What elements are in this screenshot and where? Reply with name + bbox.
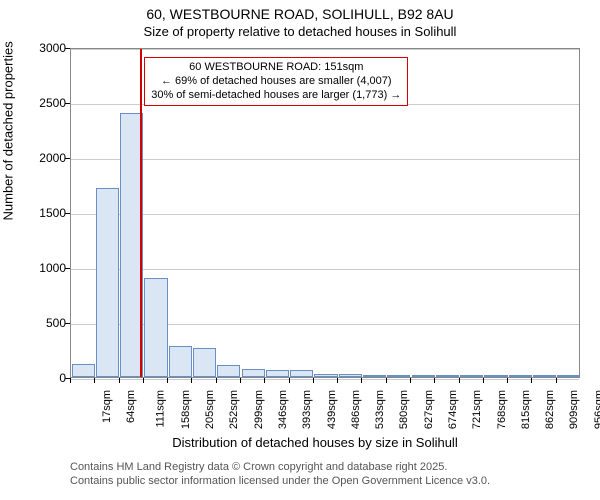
xtick-label: 956sqm: [593, 390, 600, 429]
histogram-bar: [290, 370, 313, 377]
histogram-bar: [193, 348, 216, 377]
footer-line-2: Contains public sector information licen…: [70, 474, 490, 488]
gridline: [71, 159, 579, 160]
histogram-bar: [436, 375, 459, 377]
title-line-2: Size of property relative to detached ho…: [0, 24, 600, 39]
histogram-bar: [412, 375, 435, 377]
xtick-label: 721sqm: [471, 390, 483, 429]
xtick-label: 862sqm: [544, 390, 556, 429]
ytick-label: 3000: [16, 41, 66, 55]
xtick-label: 439sqm: [326, 390, 338, 429]
footer-line-1: Contains HM Land Registry data © Crown c…: [70, 460, 490, 474]
xtick-label: 768sqm: [496, 390, 508, 429]
histogram-bar: [387, 375, 410, 377]
ytick-label: 500: [16, 316, 66, 330]
xtick-label: 158sqm: [180, 390, 192, 429]
histogram-bar: [484, 375, 507, 377]
annotation-line-2: ← 69% of detached houses are smaller (4,…: [151, 75, 401, 89]
xtick-label: 533sqm: [374, 390, 386, 429]
ytick-label: 1500: [16, 206, 66, 220]
xtick-label: 674sqm: [447, 390, 459, 429]
y-axis-label: Number of detached properties: [1, 41, 16, 220]
title-line-1: 60, WESTBOURNE ROAD, SOLIHULL, B92 8AU: [0, 6, 600, 22]
footer-attribution: Contains HM Land Registry data © Crown c…: [70, 460, 490, 489]
histogram-bar: [169, 346, 192, 377]
ytick-label: 2500: [16, 96, 66, 110]
ytick-label: 2000: [16, 151, 66, 165]
xtick-label: 627sqm: [423, 390, 435, 429]
histogram-bar: [242, 369, 265, 377]
xtick-label: 252sqm: [229, 390, 241, 429]
annotation-line-3: 30% of semi-detached houses are larger (…: [151, 89, 401, 103]
plot-area: 60 WESTBOURNE ROAD: 151sqm← 69% of detac…: [70, 48, 580, 378]
histogram-bar: [217, 365, 240, 377]
histogram-bar: [96, 188, 119, 377]
xtick-label: 393sqm: [301, 390, 313, 429]
histogram-bar: [557, 375, 580, 377]
xtick-label: 580sqm: [399, 390, 411, 429]
reference-line: [140, 49, 142, 377]
histogram-bar: [533, 375, 556, 377]
ytick-label: 0: [16, 371, 66, 385]
annotation-line-1: 60 WESTBOURNE ROAD: 151sqm: [151, 61, 401, 75]
gridline: [71, 269, 579, 270]
xtick-label: 64sqm: [125, 390, 137, 423]
histogram-bar: [144, 278, 167, 377]
histogram-bar: [509, 375, 532, 377]
chart-container: 60, WESTBOURNE ROAD, SOLIHULL, B92 8AU S…: [0, 0, 600, 500]
gridline: [71, 214, 579, 215]
histogram-bar: [266, 370, 289, 377]
histogram-bar: [363, 375, 386, 377]
xtick-label: 205sqm: [204, 390, 216, 429]
xtick-label: 815sqm: [520, 390, 532, 429]
xtick-label: 346sqm: [277, 390, 289, 429]
xtick-label: 17sqm: [101, 390, 113, 423]
annotation-box: 60 WESTBOURNE ROAD: 151sqm← 69% of detac…: [144, 57, 408, 106]
xtick-label: 299sqm: [253, 390, 265, 429]
ytick-label: 1000: [16, 261, 66, 275]
xtick-label: 909sqm: [569, 390, 581, 429]
histogram-bar: [72, 364, 95, 377]
gridline: [71, 49, 579, 50]
x-axis-label: Distribution of detached houses by size …: [0, 435, 600, 450]
xtick-label: 111sqm: [154, 390, 166, 428]
xtick-label: 486sqm: [350, 390, 362, 429]
histogram-bar: [339, 374, 362, 377]
histogram-bar: [314, 374, 337, 377]
histogram-bar: [460, 375, 483, 377]
